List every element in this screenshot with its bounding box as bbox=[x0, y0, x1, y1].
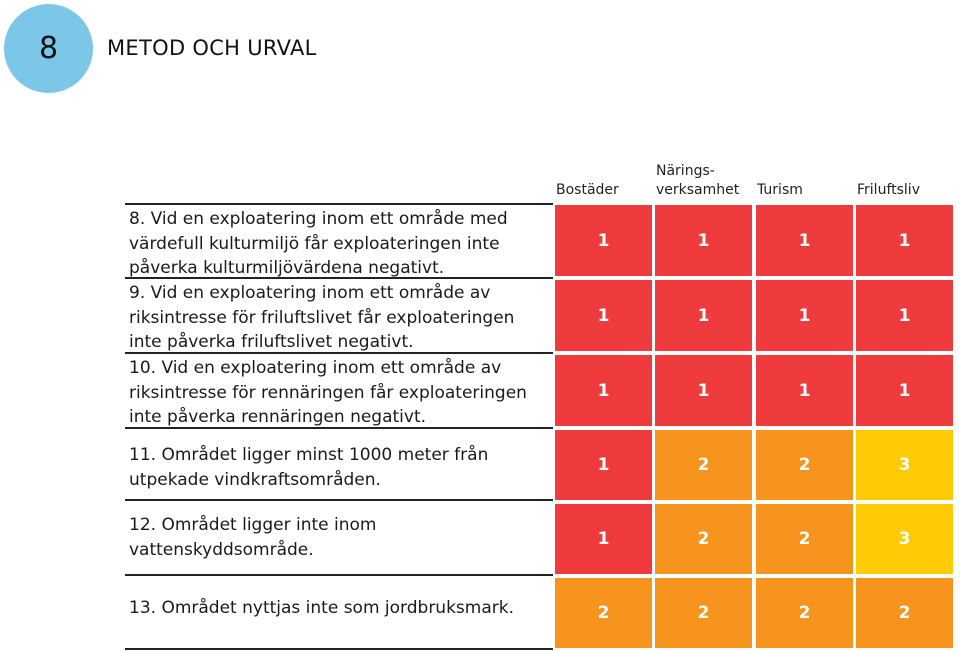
rating-cell: 3 bbox=[856, 504, 953, 574]
rating-cell: 1 bbox=[555, 430, 652, 500]
rating-cell: 1 bbox=[856, 205, 953, 276]
page-number-badge: 8 bbox=[4, 4, 93, 93]
rating-cell: 2 bbox=[756, 578, 853, 648]
rating-cell: 2 bbox=[756, 504, 853, 574]
rating-cell: 1 bbox=[555, 205, 652, 276]
column-header-friluftsliv: Friluftsliv bbox=[857, 182, 920, 198]
rating-cell: 2 bbox=[655, 504, 752, 574]
criterion-row: 8. Vid en exploatering inom ett område m… bbox=[125, 203, 553, 278]
rating-cell: 1 bbox=[856, 280, 953, 351]
rating-cell: 1 bbox=[555, 504, 652, 574]
rating-cell: 1 bbox=[655, 355, 752, 426]
rating-cell: 1 bbox=[756, 280, 853, 351]
rating-cell: 1 bbox=[655, 205, 752, 276]
rating-cell: 2 bbox=[856, 578, 953, 648]
rating-cell: 1 bbox=[756, 355, 853, 426]
column-header-naringsverksamhet: Närings- verksamhet bbox=[656, 163, 740, 198]
page-title: METOD OCH URVAL bbox=[107, 36, 317, 60]
rating-cell: 2 bbox=[655, 578, 752, 648]
rating-cell: 1 bbox=[756, 205, 853, 276]
rating-cell: 1 bbox=[555, 355, 652, 426]
rating-cell: 2 bbox=[756, 430, 853, 500]
rating-cell: 2 bbox=[655, 430, 752, 500]
criterion-row: 10. Vid en exploatering inom ett område … bbox=[125, 352, 553, 427]
rating-cell: 1 bbox=[555, 280, 652, 351]
rating-cell: 1 bbox=[655, 280, 752, 351]
criterion-row: 9. Vid en exploatering inom ett område a… bbox=[125, 277, 553, 352]
page-number: 8 bbox=[38, 31, 59, 66]
column-header-turism: Turism bbox=[757, 182, 803, 198]
criterion-row: 11. Området ligger minst 1000 meter från… bbox=[125, 427, 553, 501]
table-bottom-rule bbox=[125, 648, 553, 650]
column-header-bostader: Bostäder bbox=[556, 182, 619, 198]
criterion-row: 12. Området ligger inte inom vattenskydd… bbox=[125, 499, 553, 574]
rating-cell: 1 bbox=[856, 355, 953, 426]
rating-cell: 2 bbox=[555, 578, 652, 648]
rating-cell: 3 bbox=[856, 430, 953, 500]
criterion-row: 13. Området nyttjas inte som jordbruksma… bbox=[125, 574, 553, 649]
